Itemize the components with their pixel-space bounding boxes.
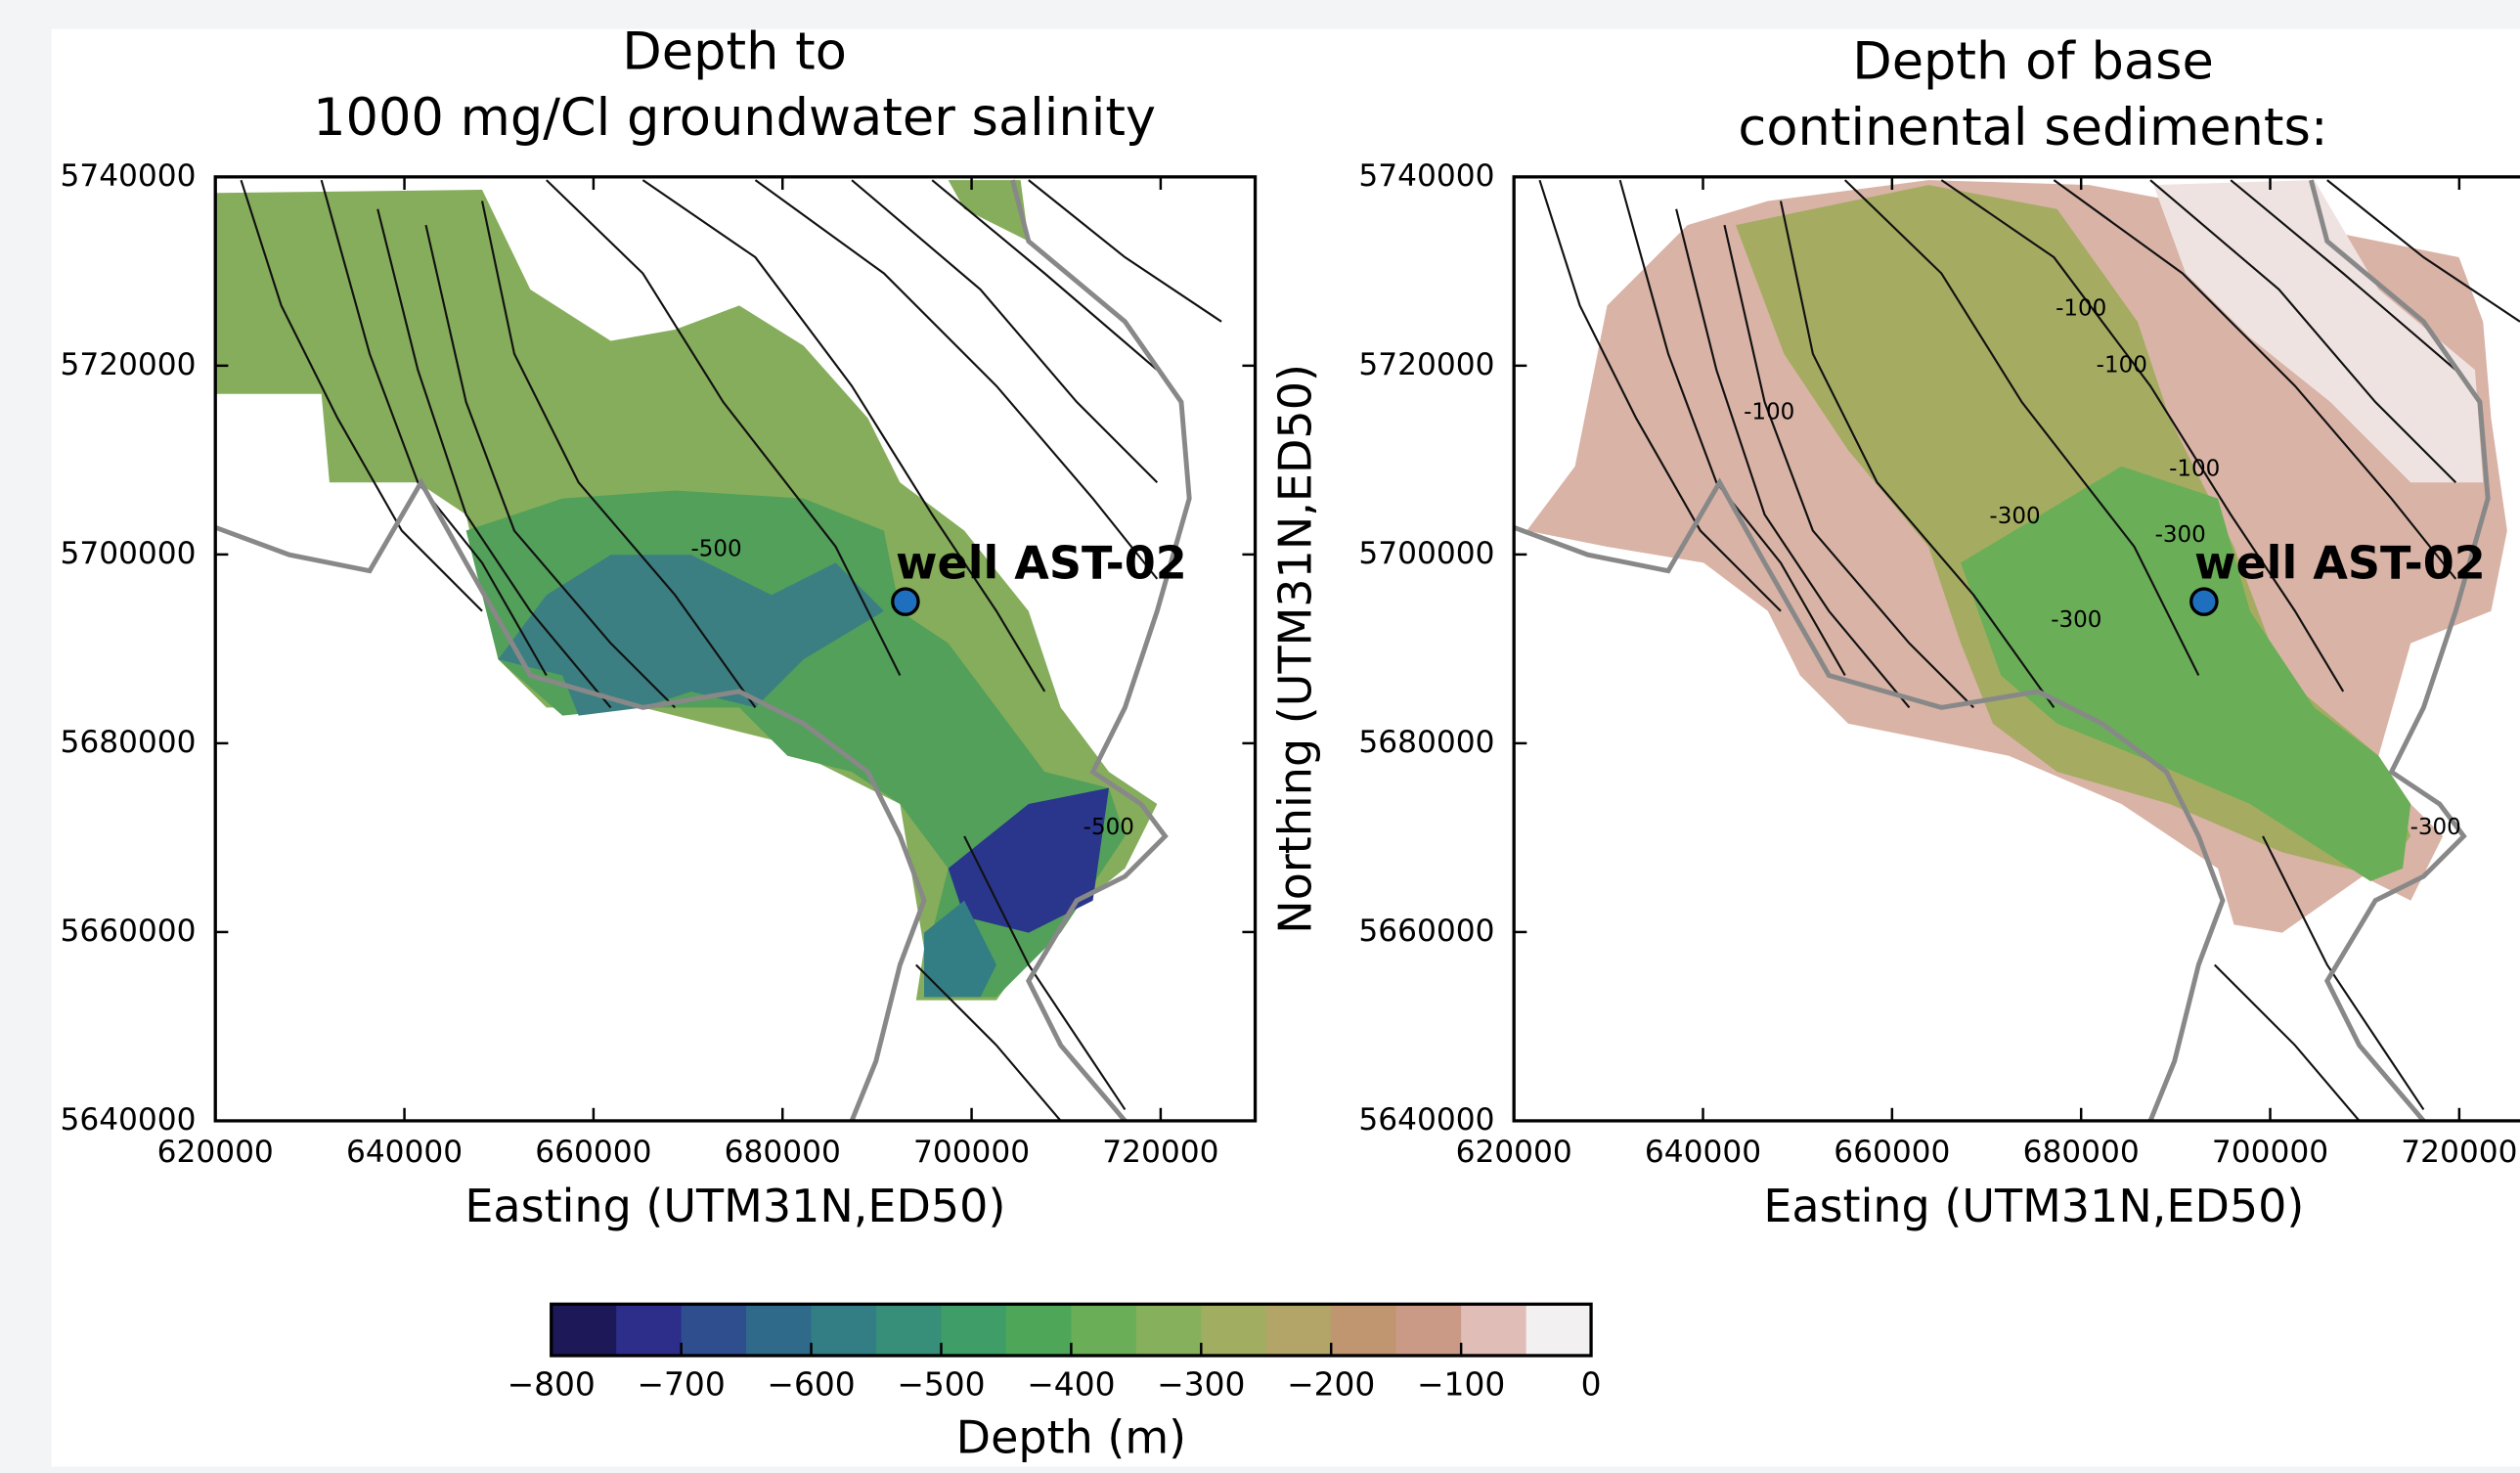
colorbar-segment bbox=[1266, 1304, 1332, 1356]
y-tick-label: 5740000 bbox=[1358, 158, 1494, 194]
colorbar-tick-label: −100 bbox=[1417, 1365, 1505, 1404]
y-tick-label: 5720000 bbox=[1358, 347, 1494, 382]
y-tick-label: 5700000 bbox=[60, 536, 196, 571]
contour-label: -100 bbox=[1744, 400, 1794, 425]
contour-label: -500 bbox=[1083, 815, 1134, 840]
x-axis-label: Easting (UTM31N,ED50) bbox=[1763, 1180, 2304, 1232]
colorbar-segment bbox=[1136, 1304, 1202, 1356]
colorbar-segment bbox=[1071, 1304, 1136, 1356]
well-label: well AST-02 bbox=[896, 536, 1187, 589]
y-tick-label: 5700000 bbox=[1358, 536, 1494, 571]
contour-label: -300 bbox=[1989, 504, 2040, 529]
x-tick-label: 700000 bbox=[2212, 1135, 2328, 1170]
page: {"chart_data": [ {"type": "map", "title"… bbox=[0, 0, 2520, 1473]
x-tick-label: 640000 bbox=[346, 1135, 463, 1170]
well-marker bbox=[2191, 589, 2217, 614]
colorbar-segment bbox=[746, 1304, 812, 1356]
y-tick-label: 5660000 bbox=[1358, 914, 1494, 949]
contour-label: -500 bbox=[690, 537, 741, 562]
colorbar-segment bbox=[1461, 1304, 1526, 1356]
chart-title: 1000 mg/Cl groundwater salinity bbox=[313, 88, 1156, 148]
colorbar-label: Depth (m) bbox=[956, 1411, 1186, 1464]
colorbar-segment bbox=[941, 1304, 1006, 1356]
colorbar-tick-label: −500 bbox=[897, 1365, 985, 1404]
y-tick-label: 5740000 bbox=[60, 158, 196, 194]
contour-label: -100 bbox=[2056, 295, 2106, 321]
x-tick-label: 680000 bbox=[2023, 1135, 2140, 1170]
colorbar-segment bbox=[1201, 1304, 1266, 1356]
contour-label: -100 bbox=[2169, 457, 2220, 482]
colorbar-segment bbox=[1526, 1304, 1592, 1356]
colorbar-tick-label: −300 bbox=[1157, 1365, 1245, 1404]
colorbar-tick-label: −800 bbox=[508, 1365, 596, 1404]
x-tick-label: 720000 bbox=[1102, 1135, 1218, 1170]
x-tick-label: 660000 bbox=[535, 1135, 651, 1170]
colorbar-segment bbox=[1006, 1304, 1072, 1356]
y-tick-label: 5640000 bbox=[60, 1102, 196, 1138]
y-tick-label: 5680000 bbox=[1358, 725, 1494, 760]
x-tick-label: 680000 bbox=[725, 1135, 841, 1170]
x-tick-label: 640000 bbox=[1645, 1135, 1761, 1170]
colorbar-segment bbox=[682, 1304, 747, 1356]
contour-label: -300 bbox=[2051, 607, 2101, 633]
x-tick-label: 620000 bbox=[157, 1135, 274, 1170]
colorbar-tick-label: −700 bbox=[638, 1365, 726, 1404]
x-tick-label: 720000 bbox=[2401, 1135, 2517, 1170]
colorbar-tick-label: −200 bbox=[1287, 1365, 1375, 1404]
chart-title: continental sediments: bbox=[1738, 98, 2327, 157]
colorbar-segment bbox=[1331, 1304, 1396, 1356]
x-tick-label: 700000 bbox=[913, 1135, 1030, 1170]
colorbar-segment bbox=[812, 1304, 877, 1356]
contour-label: -100 bbox=[2097, 352, 2147, 378]
x-tick-label: 660000 bbox=[1834, 1135, 1950, 1170]
x-tick-label: 620000 bbox=[1456, 1135, 1572, 1170]
y-tick-label: 5720000 bbox=[60, 347, 196, 382]
colorbar-tick-label: −600 bbox=[767, 1365, 855, 1404]
contour-label: -300 bbox=[2410, 815, 2461, 840]
colorbar-segment bbox=[616, 1304, 682, 1356]
figure: Depth to1000 mg/Cl groundwater salinity 6… bbox=[0, 0, 2520, 1473]
colorbar-segment bbox=[552, 1304, 617, 1356]
y-tick-label: 5680000 bbox=[60, 725, 196, 760]
y-tick-label: 5640000 bbox=[1358, 1102, 1494, 1138]
well-marker bbox=[893, 589, 918, 614]
x-axis-label: Easting (UTM31N,ED50) bbox=[464, 1180, 1005, 1232]
colorbar-segment bbox=[1396, 1304, 1462, 1356]
chart-title: Depth of base bbox=[1852, 31, 2214, 91]
well-label: well AST-02 bbox=[2194, 536, 2486, 589]
y-tick-label: 5660000 bbox=[60, 914, 196, 949]
y-axis-label: Northing (UTM31N,ED50) bbox=[1268, 364, 1321, 934]
colorbar-segment bbox=[876, 1304, 942, 1356]
colorbar-tick-label: 0 bbox=[1581, 1365, 1602, 1404]
chart-title: Depth to bbox=[622, 22, 847, 82]
colorbar-tick-label: −400 bbox=[1027, 1365, 1115, 1404]
